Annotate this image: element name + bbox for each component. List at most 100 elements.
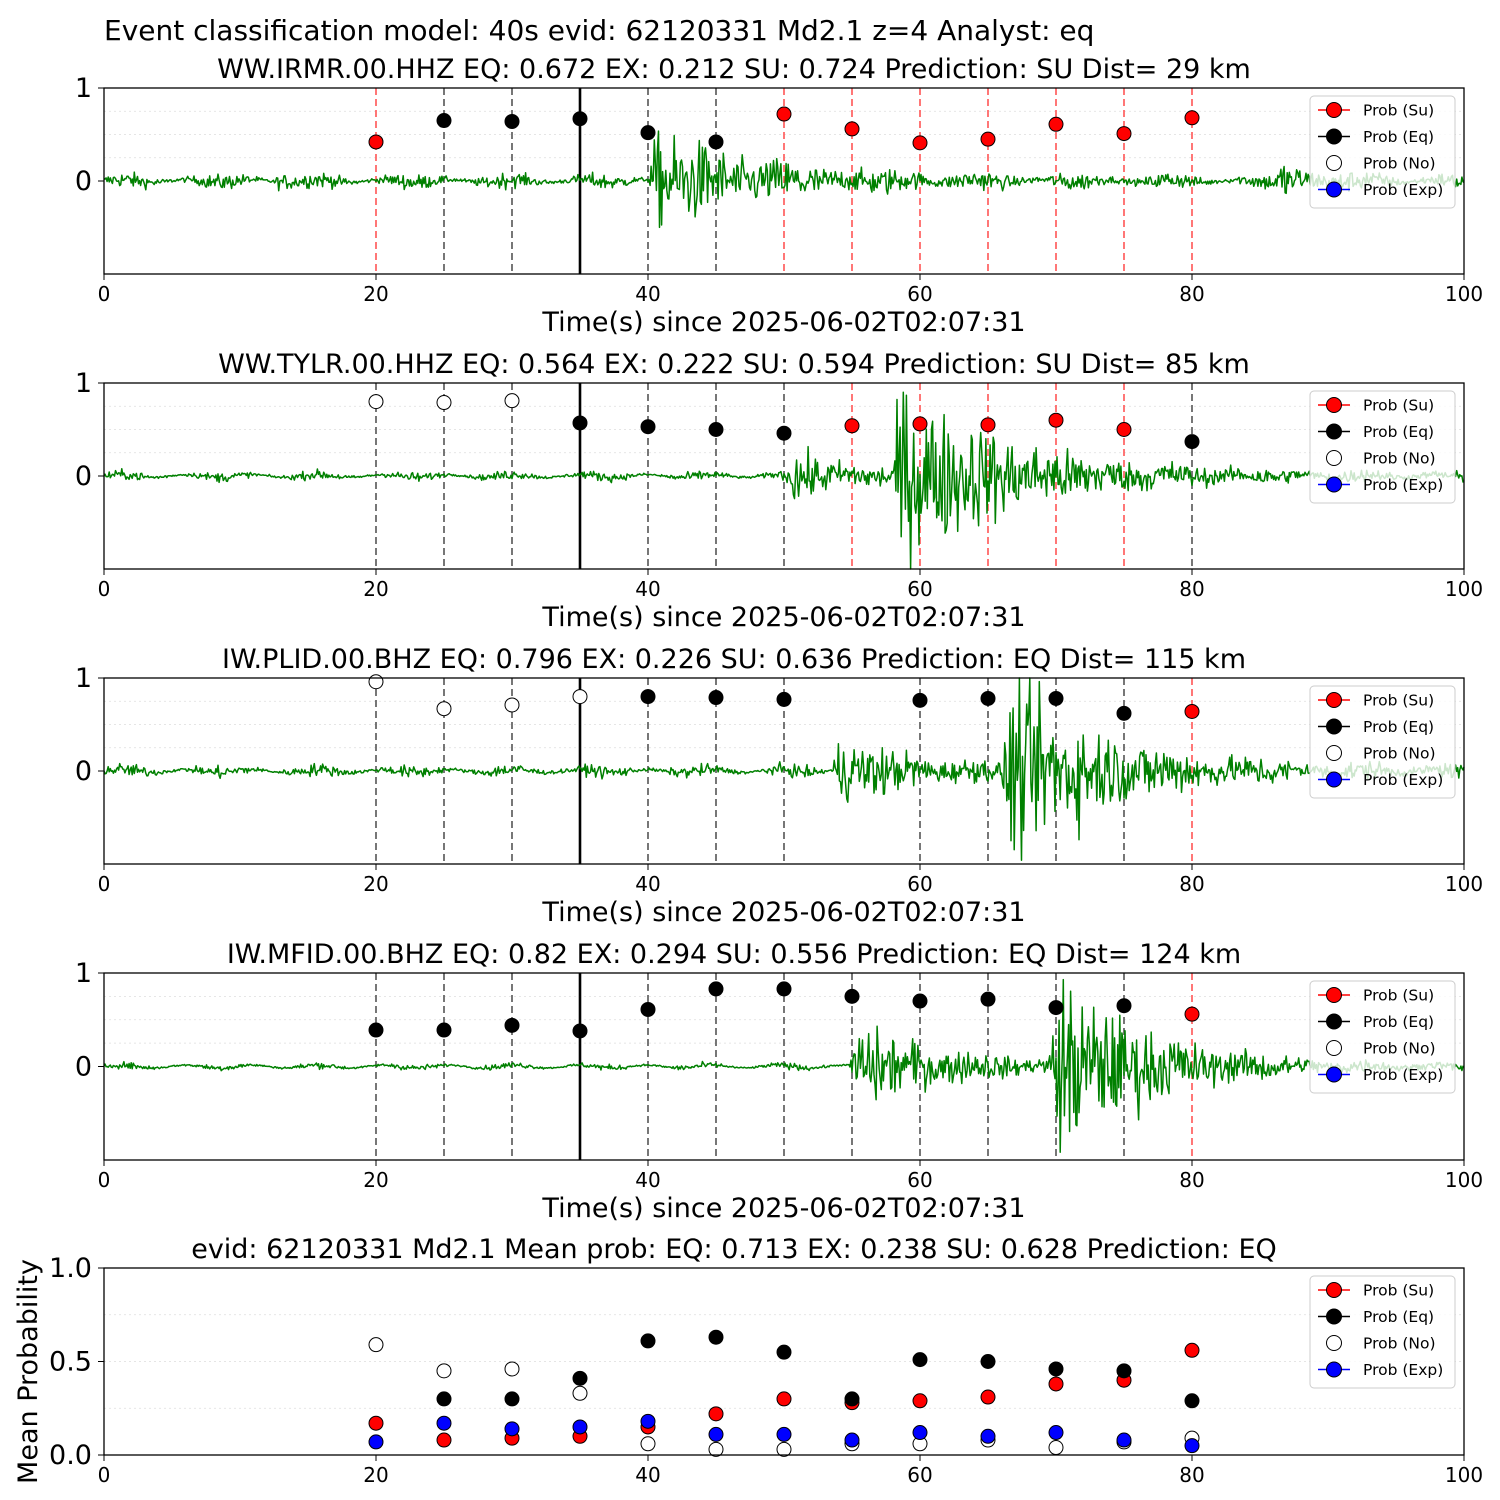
mean-prob-point-no: [572, 1385, 588, 1401]
mean-prob-point-exp: [776, 1426, 792, 1442]
x-tick-label: 0: [98, 872, 111, 896]
x-axis-label: Time(s) since 2025-06-02T02:07:31: [541, 1193, 1025, 1224]
prob-point-su: [912, 135, 928, 151]
y-tick-label: 1: [75, 958, 92, 989]
prob-point-eq: [504, 1017, 520, 1033]
waveform-trace: [103, 391, 1465, 570]
legend-marker-no: [1326, 745, 1342, 761]
prob-point-eq: [368, 1022, 384, 1038]
legend-label-su: Prob (Su): [1363, 987, 1434, 1005]
mean-prob-point-su: [368, 1415, 384, 1431]
y-tick-label: 0: [75, 756, 92, 787]
legend-marker-su: [1326, 692, 1342, 708]
prob-point-eq: [640, 689, 656, 705]
waveform-trace: [103, 677, 1465, 862]
mean-prob-point-eq: [1048, 1361, 1064, 1377]
prob-point-no: [368, 674, 384, 690]
x-tick-label: 20: [363, 282, 388, 306]
mean-prob-point-su: [436, 1432, 452, 1448]
prob-point-su: [1184, 1006, 1200, 1022]
mean-prob-point-exp: [1048, 1425, 1064, 1441]
panel-title: evid: 62120331 Md2.1 Mean prob: EQ: 0.71…: [191, 1234, 1277, 1265]
prob-point-eq: [1116, 705, 1132, 721]
x-tick-label: 40: [635, 282, 660, 306]
prob-point-no: [572, 689, 588, 705]
legend-marker-eq: [1326, 423, 1342, 440]
legend-box: [1309, 1275, 1456, 1389]
prob-point-su: [776, 106, 792, 122]
x-tick-label: 60: [907, 577, 932, 601]
legend-label-no: Prob (No): [1363, 450, 1436, 468]
x-tick-label: 0: [98, 1463, 111, 1487]
mean-prob-point-exp: [572, 1419, 588, 1435]
panel-5: evid: 62120331 Md2.1 Mean prob: EQ: 0.71…: [13, 1234, 1483, 1487]
legend-marker-su: [1326, 397, 1342, 413]
prob-point-su: [1116, 126, 1132, 142]
legend-marker-su: [1326, 1282, 1342, 1298]
y-tick-label: 1: [75, 663, 92, 694]
prob-point-su: [1048, 116, 1064, 132]
x-tick-label: 0: [98, 1168, 111, 1192]
prob-point-eq: [912, 692, 928, 708]
mean-prob-point-exp: [844, 1432, 860, 1448]
mean-prob-point-eq: [708, 1329, 724, 1345]
mean-prob-point-su: [776, 1391, 792, 1407]
legend-box: [1309, 980, 1456, 1094]
legend-label-exp: Prob (Exp): [1363, 1066, 1443, 1084]
mean-prob-point-exp: [368, 1434, 384, 1450]
mean-prob-point-eq: [436, 1391, 452, 1407]
prob-point-eq: [1116, 998, 1132, 1014]
prob-point-eq: [708, 134, 724, 150]
legend-marker-su: [1326, 102, 1342, 118]
legend-label-exp: Prob (Exp): [1363, 181, 1443, 199]
x-tick-label: 40: [635, 1463, 660, 1487]
x-tick-label: 0: [98, 282, 111, 306]
prob-point-no: [436, 395, 452, 411]
legend-marker-exp: [1326, 1066, 1342, 1083]
x-tick-label: 20: [363, 1168, 388, 1192]
prob-point-eq: [640, 419, 656, 435]
prob-point-eq: [912, 993, 928, 1009]
mean-prob-point-eq: [844, 1391, 860, 1407]
prob-point-su: [844, 418, 860, 434]
mean-prob-point-no: [776, 1441, 792, 1457]
prob-point-eq: [1048, 690, 1064, 706]
x-axis-label: Time(s) since 2025-06-02T02:07:31: [541, 602, 1025, 633]
mean-prob-point-su: [912, 1393, 928, 1409]
mean-prob-point-no: [708, 1441, 724, 1457]
mean-prob-point-eq: [640, 1333, 656, 1349]
legend-label-no: Prob (No): [1363, 745, 1436, 763]
mean-prob-point-exp: [436, 1415, 452, 1431]
mean-prob-point-su: [1184, 1342, 1200, 1358]
prob-point-eq: [504, 113, 520, 129]
legend-label-eq: Prob (Eq): [1363, 128, 1434, 146]
y-tick-label: 0: [75, 166, 92, 197]
prob-point-eq: [572, 1023, 588, 1039]
y-tick-label: 1: [75, 368, 92, 399]
prob-point-no: [368, 394, 384, 410]
mean-prob-point-no: [368, 1337, 384, 1353]
mean-prob-point-exp: [1116, 1432, 1132, 1448]
prob-point-eq: [980, 690, 996, 706]
mean-prob-point-eq: [572, 1370, 588, 1386]
x-tick-label: 80: [1179, 1168, 1204, 1192]
mean-prob-point-su: [1048, 1376, 1064, 1392]
x-tick-label: 100: [1445, 577, 1483, 601]
legend-marker-no: [1326, 450, 1342, 466]
prob-point-eq: [708, 422, 724, 437]
panel-2: WW.TYLR.00.HHZ EQ: 0.564 EX: 0.222 SU: 0…: [75, 349, 1483, 633]
legend-label-no: Prob (No): [1363, 1335, 1436, 1353]
panel-3: IW.PLID.00.BHZ EQ: 0.796 EX: 0.226 SU: 0…: [75, 644, 1483, 928]
panel-1: WW.IRMR.00.HHZ EQ: 0.672 EX: 0.212 SU: 0…: [75, 54, 1483, 338]
prob-point-su: [1116, 422, 1132, 437]
prob-point-su: [980, 417, 996, 433]
legend-label-exp: Prob (Exp): [1363, 771, 1443, 789]
legend-marker-eq: [1326, 1308, 1342, 1325]
figure-title: Event classification model: 40s evid: 62…: [104, 14, 1094, 47]
prob-point-no: [436, 701, 452, 717]
mean-prob-point-eq: [912, 1352, 928, 1368]
prob-point-eq: [1184, 434, 1200, 450]
x-tick-label: 60: [907, 1463, 932, 1487]
mean-prob-point-no: [436, 1363, 452, 1379]
mean-prob-point-eq: [1184, 1393, 1200, 1409]
